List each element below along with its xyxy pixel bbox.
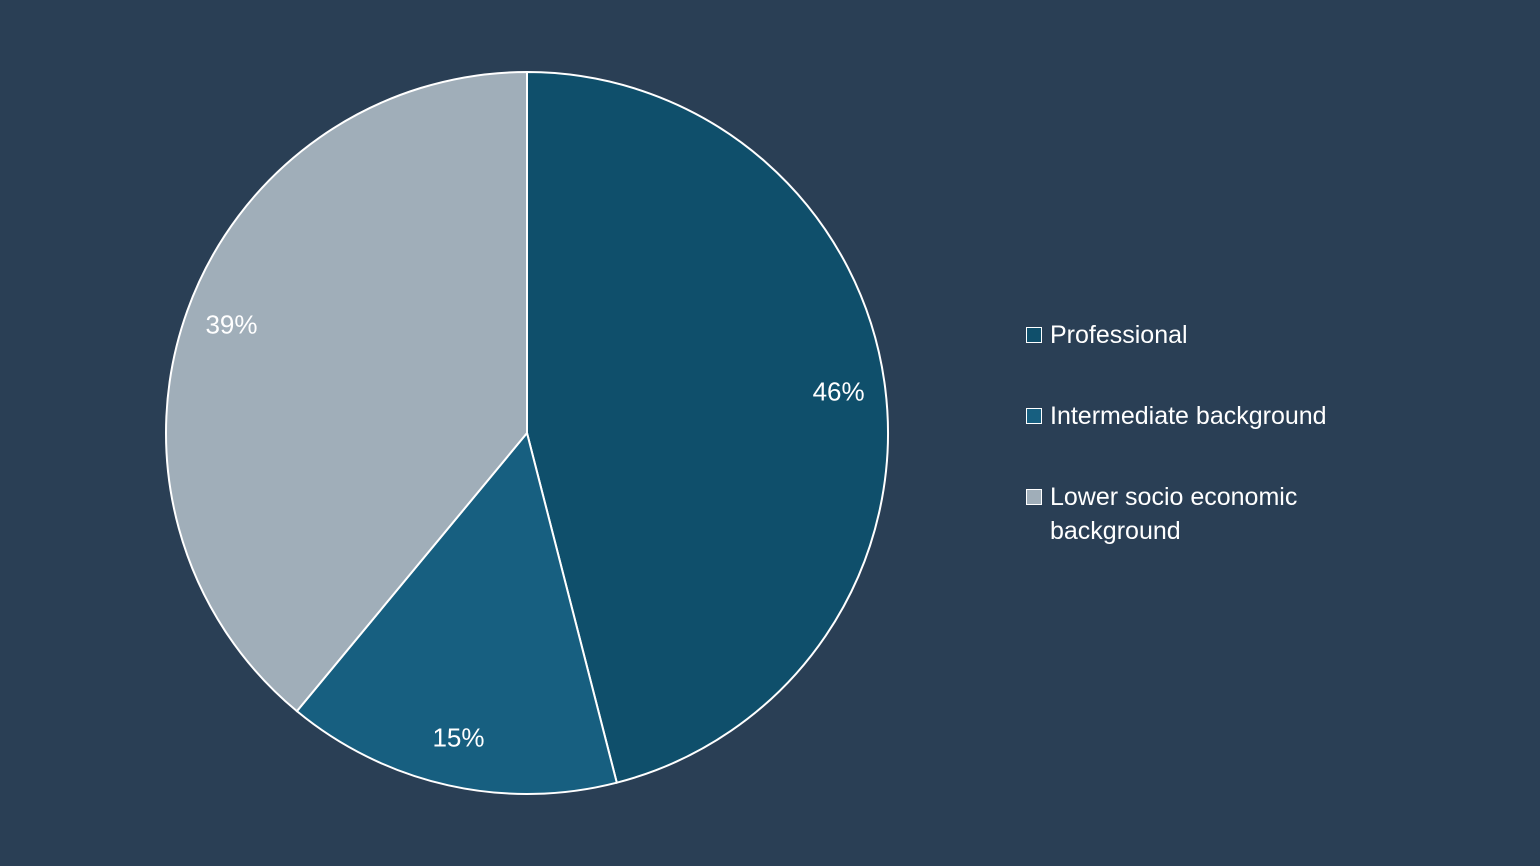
legend-label: Intermediate background [1050,402,1327,430]
legend-label: Professional [1050,321,1188,349]
pie-slice [165,70,528,713]
data-label: 15% [432,722,484,752]
legend-swatch [1026,327,1042,343]
legend-item: Intermediate background [1024,399,1364,433]
data-label: 46% [813,377,865,407]
legend-item: Professional [1024,318,1364,352]
legend: Professional Intermediate background Lower… [1024,318,1364,595]
legend-label: Lower socio economic background [1050,483,1298,545]
data-label: 39% [205,309,257,339]
pie-slice [526,70,889,784]
legend-swatch [1026,489,1042,505]
legend-swatch [1026,408,1042,424]
pie-slice [295,430,618,795]
legend-item: Lower socio economic background [1024,480,1364,548]
